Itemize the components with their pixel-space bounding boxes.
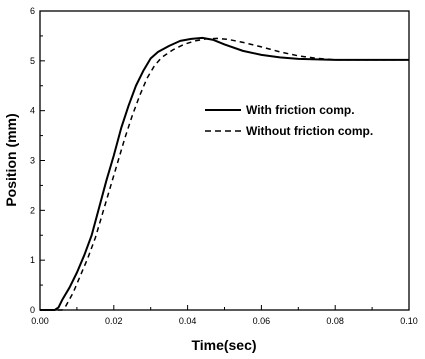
y-tick-label: 5 xyxy=(30,56,35,66)
legend: With friction comp. Without friction com… xyxy=(205,103,373,138)
x-tick-label: 0.08 xyxy=(326,316,344,326)
y-axis-title: Position (mm) xyxy=(3,113,19,206)
x-tick-label: 0.02 xyxy=(105,316,123,326)
x-axis: 0.00 0.02 0.04 0.06 0.08 0.10 xyxy=(31,305,418,326)
x-axis-title: Time(sec) xyxy=(191,337,256,353)
series-line-without-friction xyxy=(40,37,409,311)
series-layer xyxy=(40,36,409,311)
x-tick-label: 0.04 xyxy=(179,316,197,326)
y-tick-label: 6 xyxy=(30,6,35,16)
y-tick-label: 2 xyxy=(30,205,35,215)
x-tick-label: 0.00 xyxy=(31,316,49,326)
x-tick-label: 0.10 xyxy=(400,316,418,326)
y-tick-label: 4 xyxy=(30,106,35,116)
legend-label-with-friction: With friction comp. xyxy=(246,103,355,117)
series-line-with-friction xyxy=(40,36,409,311)
x-tick-label: 0.06 xyxy=(253,316,271,326)
y-tick-label: 1 xyxy=(30,255,35,265)
legend-label-without-friction: Without friction comp. xyxy=(246,124,373,138)
y-axis: 0 1 2 3 4 5 6 xyxy=(30,6,45,315)
y-tick-label: 0 xyxy=(30,305,35,315)
y-tick-label: 3 xyxy=(30,156,35,166)
